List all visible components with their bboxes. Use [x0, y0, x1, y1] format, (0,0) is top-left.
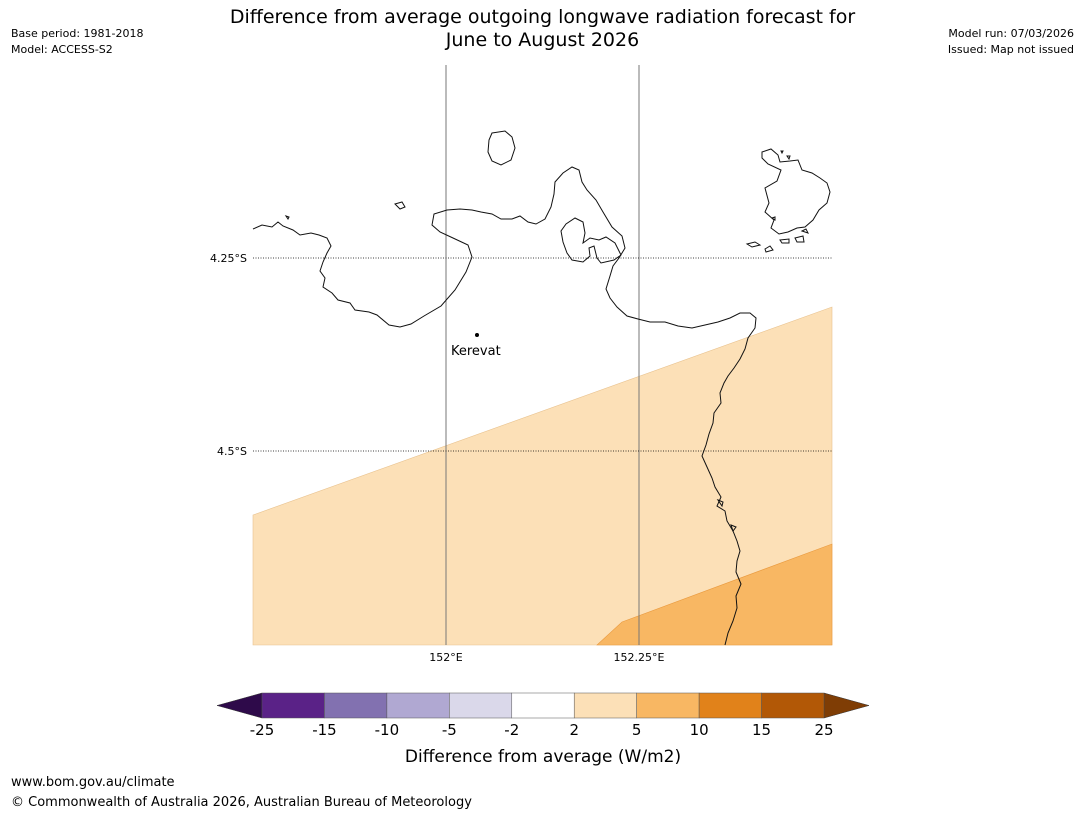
- colorbar-tick-label: -25: [250, 721, 275, 739]
- coastline-peninsula: [560, 217, 622, 264]
- lon-label-152: 152°E: [429, 651, 462, 664]
- kerevat-label: Kerevat: [451, 344, 501, 359]
- colorbar-segment: [761, 692, 825, 719]
- island-north: [487, 130, 516, 166]
- islet-2: [284, 215, 290, 220]
- lon-label-152-25: 152.25°E: [614, 651, 665, 664]
- forecast-map: Kerevat 4.25°S 4.5°S 152°E 152.25°E: [210, 65, 833, 664]
- colorbar-tick-label: 10: [690, 721, 709, 739]
- colorbar-over-arrow: [823, 692, 870, 719]
- colorbar-segment: [449, 692, 513, 719]
- islet-8: [770, 216, 776, 221]
- colorbar-segment: [636, 692, 700, 719]
- kerevat-marker: [475, 333, 479, 337]
- colorbar-under-arrow: [216, 692, 263, 719]
- islet-12: [730, 524, 737, 533]
- colorbar-tick-label: -2: [504, 721, 519, 739]
- lat-label-4-5: 4.5°S: [217, 445, 247, 458]
- islet-6: [794, 235, 805, 243]
- islet-7: [800, 228, 809, 234]
- lat-label-4-25: 4.25°S: [210, 252, 247, 265]
- title-line-2: June to August 2026: [445, 29, 640, 51]
- colorbar-label: Difference from average (W/m2): [405, 747, 681, 767]
- colorbar-tick-label: -15: [312, 721, 337, 739]
- duke-of-york-islands: [761, 148, 831, 235]
- model-name: Model: ACCESS-S2: [11, 43, 113, 56]
- islet-1: [394, 201, 406, 210]
- islet-11: [716, 498, 724, 508]
- colorbar-segment: [573, 692, 637, 719]
- colorbar-tick-label: -10: [375, 721, 400, 739]
- anomaly-band-5-to-10: [596, 543, 833, 646]
- islet-4: [764, 245, 774, 253]
- metadata-right: Model run: 07/03/2026 Issued: Map not is…: [948, 26, 1074, 58]
- colorbar-tick-label: 25: [814, 721, 833, 739]
- islet-10: [780, 150, 784, 155]
- map-title: Difference from average outgoing longwav…: [180, 6, 905, 52]
- islet-9: [786, 155, 791, 161]
- colorbar-segment: [386, 692, 450, 719]
- colorbar-tick-label: 2: [569, 721, 579, 739]
- colorbar-tick-label: 5: [632, 721, 642, 739]
- footer-url[interactable]: www.bom.gov.au/climate: [11, 775, 175, 790]
- coastline: [252, 130, 831, 646]
- metadata-left: Base period: 1981-2018 Model: ACCESS-S2: [11, 26, 143, 58]
- colorbar-tick-label: -5: [442, 721, 457, 739]
- model-run: Model run: 07/03/2026: [948, 27, 1074, 40]
- coastline-main: [252, 166, 757, 646]
- colorbar-segment: [324, 692, 388, 719]
- colorbar-tick-label: 15: [752, 721, 771, 739]
- title-line-1: Difference from average outgoing longwav…: [229, 6, 856, 28]
- issued-status: Issued: Map not issued: [947, 43, 1074, 56]
- colorbar-segment: [698, 692, 762, 719]
- colorbar-segment: [261, 692, 325, 719]
- islet-3: [745, 241, 762, 248]
- base-period: Base period: 1981-2018: [11, 27, 144, 40]
- colorbar-segment: [511, 692, 575, 719]
- footer-copyright: © Commonwealth of Australia 2026, Austra…: [11, 795, 472, 810]
- islet-5: [779, 238, 790, 244]
